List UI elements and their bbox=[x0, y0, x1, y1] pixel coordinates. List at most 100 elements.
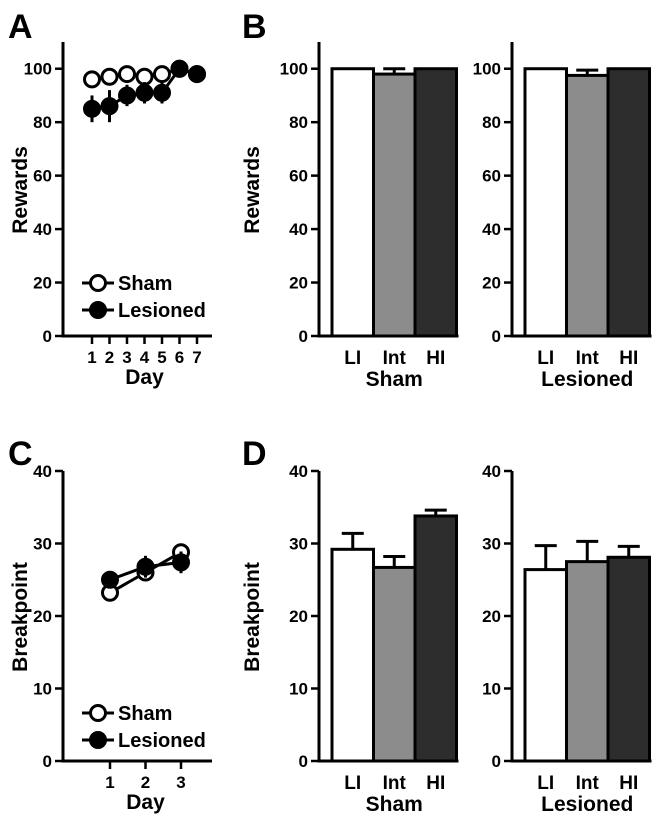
panel-a-x-axis-title: Day bbox=[125, 366, 164, 389]
panel-a-sham-legend-label: Sham bbox=[118, 273, 172, 295]
panel-d-sham-category-label: LI bbox=[344, 773, 361, 794]
panel-b-sham-y-tick-label: 40 bbox=[289, 220, 308, 239]
panel-b-lesioned-bar-li bbox=[523, 67, 568, 338]
panel-d-lesioned-y-tick-label: 10 bbox=[482, 680, 501, 699]
panel-a-sham-point bbox=[118, 65, 136, 84]
panel-a-x-tick-label: 7 bbox=[192, 348, 201, 367]
panel-d-lesioned-y-tick-label: 20 bbox=[482, 607, 501, 626]
panel-a-lesioned-point bbox=[170, 59, 189, 78]
panel-d-y-axis-title: Breakpoint bbox=[241, 562, 264, 672]
panel-a-y-axis-title: Rewards bbox=[9, 146, 32, 234]
panel-a-y-tick-label: 0 bbox=[43, 327, 52, 346]
panel-d-sham-category-label: Int bbox=[383, 773, 407, 794]
panel-b-lesioned-bar-int bbox=[565, 73, 610, 338]
panel-a-lesioned-legend-marker bbox=[89, 301, 107, 319]
panel-b-lesioned-y-tick-label: 20 bbox=[482, 274, 501, 293]
panel-a-x-tick-label: 1 bbox=[87, 348, 96, 367]
panel-d-sham-bar-int bbox=[372, 565, 417, 763]
panel-a-x-tick-label: 2 bbox=[105, 348, 114, 367]
panel-c-y-tick-label: 30 bbox=[33, 535, 52, 554]
panel-b-sham-category-label: HI bbox=[426, 348, 445, 369]
panel-c-sham-legend-marker bbox=[89, 704, 107, 722]
panel-b-lesioned-y-tick-label: 60 bbox=[482, 167, 501, 186]
panel-a-x-tick-label: 5 bbox=[157, 348, 166, 367]
panel-a-y-tick-label: 40 bbox=[33, 220, 52, 239]
panel-c-y-axis-title: Breakpoint bbox=[9, 562, 32, 672]
panel-label-c: C bbox=[8, 435, 33, 473]
panel-c-lesioned-point bbox=[172, 553, 190, 572]
panel-c-sham-legend-label: Sham bbox=[118, 703, 172, 725]
panel-b-lesioned-group-title: Lesioned bbox=[541, 368, 633, 391]
panel-a-lesioned-point bbox=[153, 83, 171, 102]
panel-b-sham-y-tick-label: 100 bbox=[280, 60, 308, 79]
panel-b-sham-y-tick-label: 60 bbox=[289, 167, 308, 186]
panel-label-b: B bbox=[242, 8, 267, 46]
panel-d-lesioned-bar-li bbox=[523, 568, 568, 763]
panel-a-sham-point bbox=[83, 70, 101, 89]
panel-a-lesioned-point bbox=[135, 83, 154, 102]
panel-c-y-tick-label: 40 bbox=[33, 462, 52, 481]
panel-a-y-tick-label: 100 bbox=[24, 60, 52, 79]
panel-d-lesioned-y-tick-label: 30 bbox=[482, 535, 501, 554]
panel-d-lesioned-bar-int bbox=[565, 560, 610, 763]
panel-b-sham-y-tick-label: 20 bbox=[289, 274, 308, 293]
panel-label-a: A bbox=[8, 8, 33, 46]
panel-a-y-tick-label: 80 bbox=[33, 113, 52, 132]
panel-b-y-axis-title: Rewards bbox=[241, 146, 264, 234]
panel-b-sham-category-label: LI bbox=[344, 348, 361, 369]
panel-d-lesioned-group-title: Lesioned bbox=[541, 793, 633, 816]
panel-c-x-tick-label: 3 bbox=[176, 773, 185, 792]
panel-c-x-tick-label: 2 bbox=[141, 773, 150, 792]
panel-a-sham-point bbox=[153, 65, 171, 84]
panel-b-lesioned-y-tick-label: 0 bbox=[492, 327, 501, 346]
panel-b-sham-y-tick-label: 0 bbox=[299, 327, 308, 346]
panel-c-x-axis-title: Day bbox=[126, 791, 165, 814]
panel-b-lesioned-category-label: LI bbox=[537, 348, 554, 369]
panel-d-sham-y-tick-label: 10 bbox=[289, 680, 308, 699]
panel-d-sham-group-title: Sham bbox=[366, 793, 423, 816]
panel-c-lesioned-point bbox=[136, 557, 155, 576]
panel-a-x-tick-label: 6 bbox=[175, 348, 184, 367]
panel-a-x-tick-label: 4 bbox=[140, 348, 150, 367]
panel-a-x-tick-label: 3 bbox=[122, 348, 131, 367]
panel-c-lesioned-legend-marker bbox=[89, 731, 107, 749]
panel-b-lesioned-category-label: Int bbox=[576, 348, 600, 369]
panel-a-y-tick-label: 60 bbox=[33, 167, 52, 186]
panel-b-lesioned-category-label: HI bbox=[619, 348, 638, 369]
panel-b-sham-bar-hi bbox=[413, 67, 458, 338]
panel-c-y-tick-label: 10 bbox=[33, 680, 52, 699]
panel-c-lesioned-legend-label: Lesioned bbox=[118, 730, 206, 752]
panel-d-sham-y-tick-label: 30 bbox=[289, 535, 308, 554]
panel-d-sham-bar-hi bbox=[413, 514, 458, 763]
panel-a-line-chart: 0 20 40 60 80 100 Rewards 1 2 3 4 5 6 7 Day Sham Lesione… bbox=[9, 42, 212, 389]
panel-a-sham-legend-marker bbox=[89, 274, 107, 292]
panel-d-sham-y-tick-label: 0 bbox=[299, 752, 308, 771]
panel-d-lesioned-y-tick-label: 0 bbox=[492, 752, 501, 771]
panel-d-lesioned-category-label: LI bbox=[537, 773, 554, 794]
panel-c-y-tick-label: 0 bbox=[43, 752, 52, 771]
panel-b-sham-bar-int bbox=[372, 72, 417, 338]
panel-d-sham-bar-li bbox=[330, 547, 375, 763]
panel-d-lesioned-category-label: HI bbox=[619, 773, 638, 794]
panel-a-lesioned-point bbox=[118, 86, 136, 105]
panel-label-d: D bbox=[242, 435, 267, 473]
panel-a-lesioned-point bbox=[188, 65, 206, 84]
panel-b-sham-bar-li bbox=[330, 67, 375, 338]
panel-c-line-chart: 0 10 20 30 40 Breakpoint 1 2 3 Day Sham Lesioned bbox=[9, 462, 212, 814]
panel-d-lesioned-bar-hi bbox=[606, 555, 651, 763]
panel-b-sham-category-label: Int bbox=[383, 348, 407, 369]
panel-a-sham-point bbox=[135, 67, 154, 86]
panel-a-lesioned-legend-label: Lesioned bbox=[118, 300, 206, 322]
panel-d-sham-y-tick-label: 20 bbox=[289, 607, 308, 626]
panel-b-sham-group-title: Sham bbox=[366, 368, 423, 391]
panel-a-sham-point bbox=[100, 67, 119, 86]
panel-c-x-tick-label: 1 bbox=[105, 773, 114, 792]
panel-a-lesioned-point bbox=[83, 99, 101, 118]
panel-d-lesioned-category-label: Int bbox=[576, 773, 600, 794]
panel-d-sham-category-label: HI bbox=[426, 773, 445, 794]
panel-d-sham-y-tick-label: 40 bbox=[289, 462, 308, 481]
panel-b-lesioned-bar-hi bbox=[606, 67, 651, 338]
panel-a-y-tick-label: 20 bbox=[33, 274, 52, 293]
